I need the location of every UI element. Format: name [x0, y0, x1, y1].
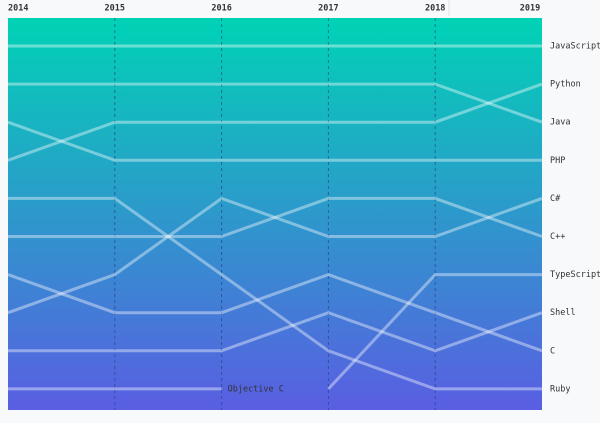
- series-label: Shell: [550, 308, 576, 318]
- series-line: [7, 196, 543, 315]
- series-line: [8, 82, 543, 124]
- series-line: [8, 196, 542, 391]
- series-label: Ruby: [550, 384, 570, 394]
- series-line: [7, 82, 543, 162]
- series-label: C++: [550, 232, 565, 242]
- plot-background: [8, 18, 542, 410]
- series-line: [8, 311, 543, 353]
- x-tick-label: 2019: [520, 4, 540, 14]
- series-label: Objective C: [228, 384, 284, 394]
- series-label: Java: [550, 118, 570, 128]
- series-label: TypeScript: [550, 270, 600, 280]
- series-line: [8, 196, 543, 238]
- series-label: C: [550, 346, 555, 356]
- series-label: C#: [550, 194, 561, 204]
- series-line: [7, 273, 543, 353]
- x-tick-label: 2014: [8, 4, 28, 14]
- x-tick-label: 2018: [425, 4, 445, 14]
- x-tick-label: 2015: [105, 4, 125, 14]
- series-label: PHP: [550, 156, 565, 166]
- x-tick-label: 2017: [318, 4, 338, 14]
- x-tick-label: 2016: [211, 4, 231, 14]
- series-line: [327, 273, 542, 390]
- series-line: [7, 120, 542, 162]
- series-label: JavaScript: [550, 42, 600, 52]
- series-label: Python: [550, 80, 581, 90]
